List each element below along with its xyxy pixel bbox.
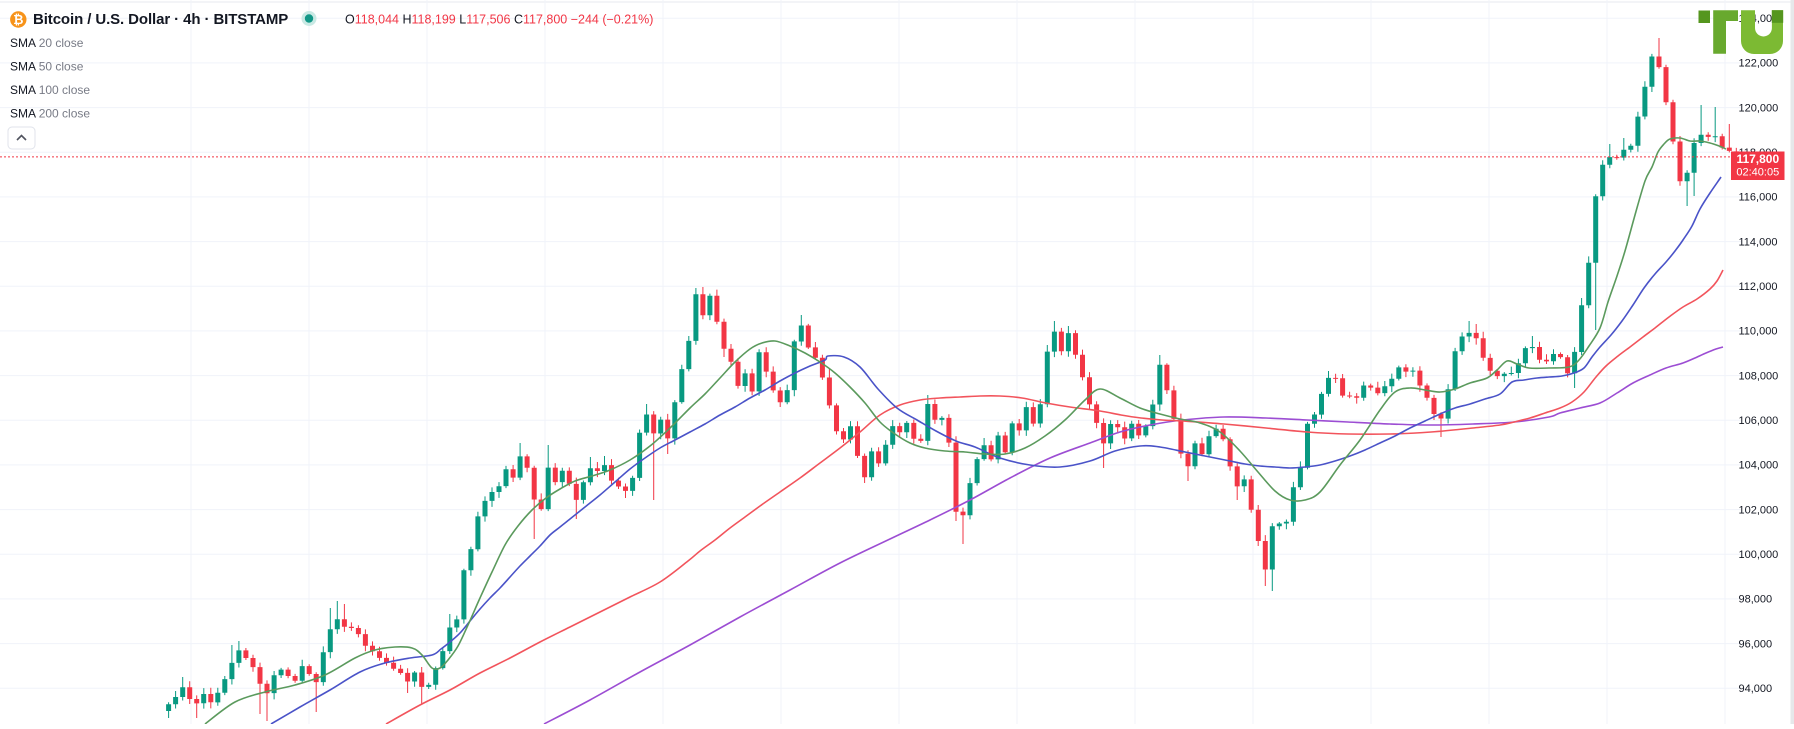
- svg-text:114,000: 114,000: [1739, 236, 1778, 248]
- svg-text:SMA 20 close: SMA 20 close: [10, 36, 84, 50]
- svg-text:112,000: 112,000: [1739, 281, 1778, 293]
- svg-text:98,000: 98,000: [1739, 594, 1773, 606]
- svg-text:100,000: 100,000: [1739, 549, 1779, 561]
- svg-text:96,000: 96,000: [1739, 638, 1773, 650]
- svg-text:117,800: 117,800: [1736, 152, 1779, 166]
- svg-text:106,000: 106,000: [1739, 415, 1779, 427]
- svg-text:02:40:05: 02:40:05: [1736, 167, 1779, 179]
- svg-text:SMA 100 close: SMA 100 close: [10, 83, 90, 97]
- svg-text:SMA 200 close: SMA 200 close: [10, 107, 90, 121]
- svg-text:Bitcoin / U.S. Dollar · 4h · B: Bitcoin / U.S. Dollar · 4h · BITSTAMP: [33, 11, 288, 28]
- svg-text:₿: ₿: [13, 13, 23, 27]
- svg-text:116,000: 116,000: [1739, 192, 1778, 204]
- svg-text:O118,044 H118,199 L117,506: O118,044 H118,199 L117,506 C117,800 −244…: [345, 13, 653, 27]
- svg-text:122,000: 122,000: [1739, 58, 1779, 70]
- svg-text:120,000: 120,000: [1739, 102, 1779, 114]
- svg-text:110,000: 110,000: [1739, 326, 1778, 338]
- svg-text:108,000: 108,000: [1739, 370, 1779, 382]
- svg-text:104,000: 104,000: [1739, 460, 1779, 472]
- svg-text:102,000: 102,000: [1739, 504, 1779, 516]
- svg-text:SMA 50 close: SMA 50 close: [10, 60, 84, 74]
- svg-text:94,000: 94,000: [1739, 683, 1773, 695]
